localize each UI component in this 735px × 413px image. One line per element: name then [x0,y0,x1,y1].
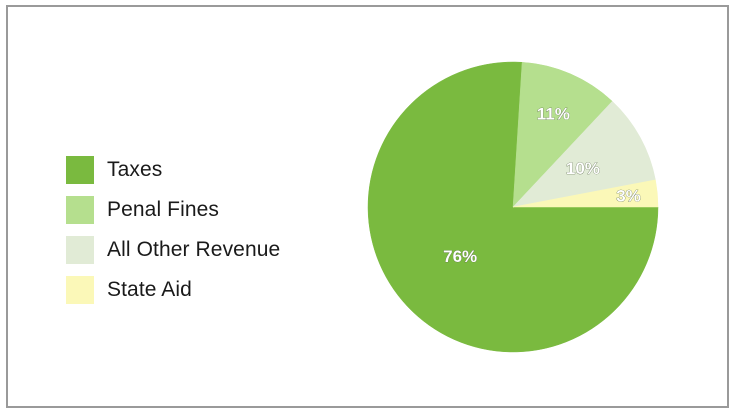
legend-swatch-penal-fines [66,196,94,224]
slice-label-taxes: 76% [443,247,477,266]
pie-slice-state-aid [512,179,659,208]
legend-item-all-other-revenue: All Other Revenue [66,230,356,270]
legend-item-penal-fines: Penal Fines [66,190,356,230]
legend-label-taxes: Taxes [107,158,163,181]
legend-label-penal-fines: Penal Fines [107,198,219,221]
slice-label-state-aid: 3% [616,187,641,206]
legend-label-all-other-revenue: All Other Revenue [107,238,281,261]
legend-item-state-aid: State Aid [66,270,356,310]
pie-slice-all-other-revenue [512,100,656,208]
pie-slice-penal-fines [512,62,613,208]
legend: Taxes Penal Fines All Other Revenue Stat… [66,150,356,310]
legend-label-state-aid: State Aid [107,278,192,301]
legend-swatch-taxes [66,156,94,184]
slice-label-penal-fines: 11% [537,104,570,123]
legend-swatch-all-other-revenue [66,236,94,264]
slice-label-all-other-revenue: 10% [566,159,600,178]
legend-swatch-state-aid [66,276,94,304]
legend-item-taxes: Taxes [66,150,356,190]
